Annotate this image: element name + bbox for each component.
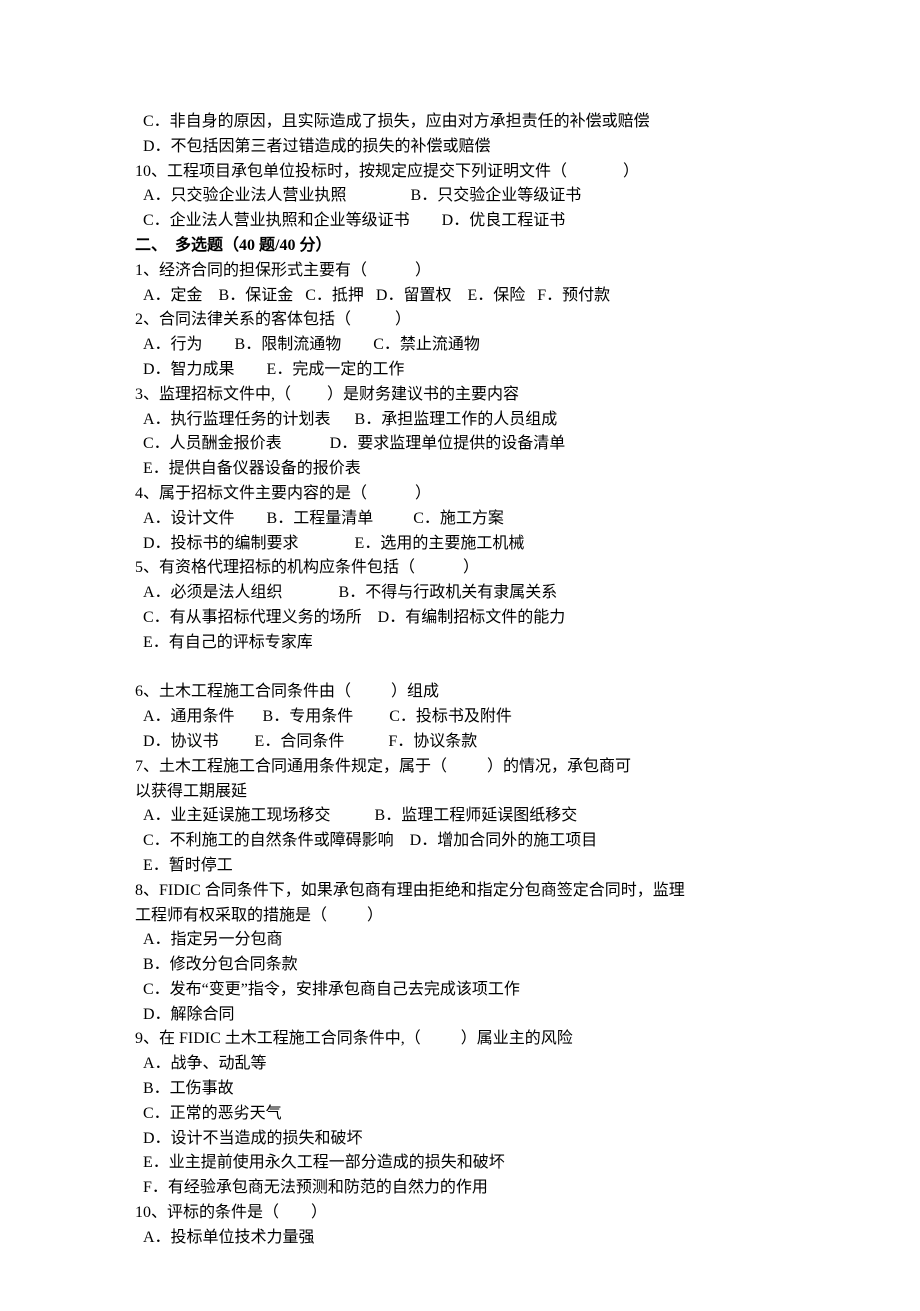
text-line: 9、在 FIDIC 土木工程施工合同条件中,（ ）属业主的风险 (135, 1027, 800, 1052)
text-line: C．正常的恶劣天气 (135, 1102, 800, 1127)
text-line: D．投标书的编制要求 E．选用的主要施工机械 (135, 532, 800, 557)
text-line: B．修改分包合同条款 (135, 953, 800, 978)
text-line: 以获得工期展延 (135, 780, 800, 805)
text-line: C．不利施工的自然条件或障碍影响 D．增加合同外的施工项目 (135, 829, 800, 854)
text-line: 1、经济合同的担保形式主要有（ ） (135, 259, 800, 284)
text-line: A．设计文件 B．工程量清单 C．施工方案 (135, 507, 800, 532)
text-line: A．战争、动乱等 (135, 1052, 800, 1077)
text-line: 10、评标的条件是（ ） (135, 1201, 800, 1226)
text-line: C．有从事招标代理义务的场所 D．有编制招标文件的能力 (135, 606, 800, 631)
text-line (135, 656, 800, 681)
text-line: E．有自己的评标专家库 (135, 631, 800, 656)
text-line: E．暂时停工 (135, 854, 800, 879)
text-line: 10、工程项目承包单位投标时，按规定应提交下列证明文件（ ） (135, 160, 800, 185)
text-line: A．定金 B．保证金 C．抵押 D．留置权 E．保险 F．预付款 (135, 284, 800, 309)
text-line: A．业主延误施工现场移交 B．监理工程师延误图纸移交 (135, 804, 800, 829)
text-line: E．业主提前使用永久工程一部分造成的损失和破坏 (135, 1151, 800, 1176)
text-line: 工程师有权采取的措施是（ ） (135, 904, 800, 929)
text-line: A．投标单位技术力量强 (135, 1226, 800, 1251)
text-line: C．人员酬金报价表 D．要求监理单位提供的设备清单 (135, 432, 800, 457)
text-line: A．通用条件 B．专用条件 C．投标书及附件 (135, 705, 800, 730)
text-line: A．执行监理任务的计划表 B．承担监理工作的人员组成 (135, 408, 800, 433)
text-line: 2、合同法律关系的客体包括（ ） (135, 308, 800, 333)
document-body: C．非自身的原因，且实际造成了损失，应由对方承担责任的补偿或赔偿D．不包括因第三… (135, 110, 800, 1251)
text-line: D．协议书 E．合同条件 F．协议条款 (135, 730, 800, 755)
text-line: A．指定另一分包商 (135, 928, 800, 953)
text-line: A．只交验企业法人营业执照 B．只交验企业等级证书 (135, 184, 800, 209)
text-line: A．行为 B．限制流通物 C．禁止流通物 (135, 333, 800, 358)
text-line: D．不包括因第三者过错造成的损失的补偿或赔偿 (135, 135, 800, 160)
text-line: 8、FIDIC 合同条件下，如果承包商有理由拒绝和指定分包商签定合同时，监理 (135, 879, 800, 904)
text-line: C．非自身的原因，且实际造成了损失，应由对方承担责任的补偿或赔偿 (135, 110, 800, 135)
text-line: 5、有资格代理招标的机构应条件包括（ ） (135, 556, 800, 581)
text-line: D．设计不当造成的损失和破坏 (135, 1127, 800, 1152)
text-line: 3、监理招标文件中,（ ）是财务建议书的主要内容 (135, 383, 800, 408)
text-line: C．发布“变更”指令，安排承包商自己去完成该项工作 (135, 978, 800, 1003)
text-line: C．企业法人营业执照和企业等级证书 D．优良工程证书 (135, 209, 800, 234)
text-line: E．提供自备仪器设备的报价表 (135, 457, 800, 482)
text-line: D．解除合同 (135, 1003, 800, 1028)
text-line: 二、 多选题（40 题/40 分） (135, 234, 800, 259)
text-line: F．有经验承包商无法预测和防范的自然力的作用 (135, 1176, 800, 1201)
text-line: D．智力成果 E．完成一定的工作 (135, 358, 800, 383)
text-line: 4、属于招标文件主要内容的是（ ） (135, 482, 800, 507)
text-line: 6、土木工程施工合同条件由（ ）组成 (135, 680, 800, 705)
text-line: B．工伤事故 (135, 1077, 800, 1102)
text-line: 7、土木工程施工合同通用条件规定，属于（ ）的情况，承包商可 (135, 755, 800, 780)
text-line: A．必须是法人组织 B．不得与行政机关有隶属关系 (135, 581, 800, 606)
